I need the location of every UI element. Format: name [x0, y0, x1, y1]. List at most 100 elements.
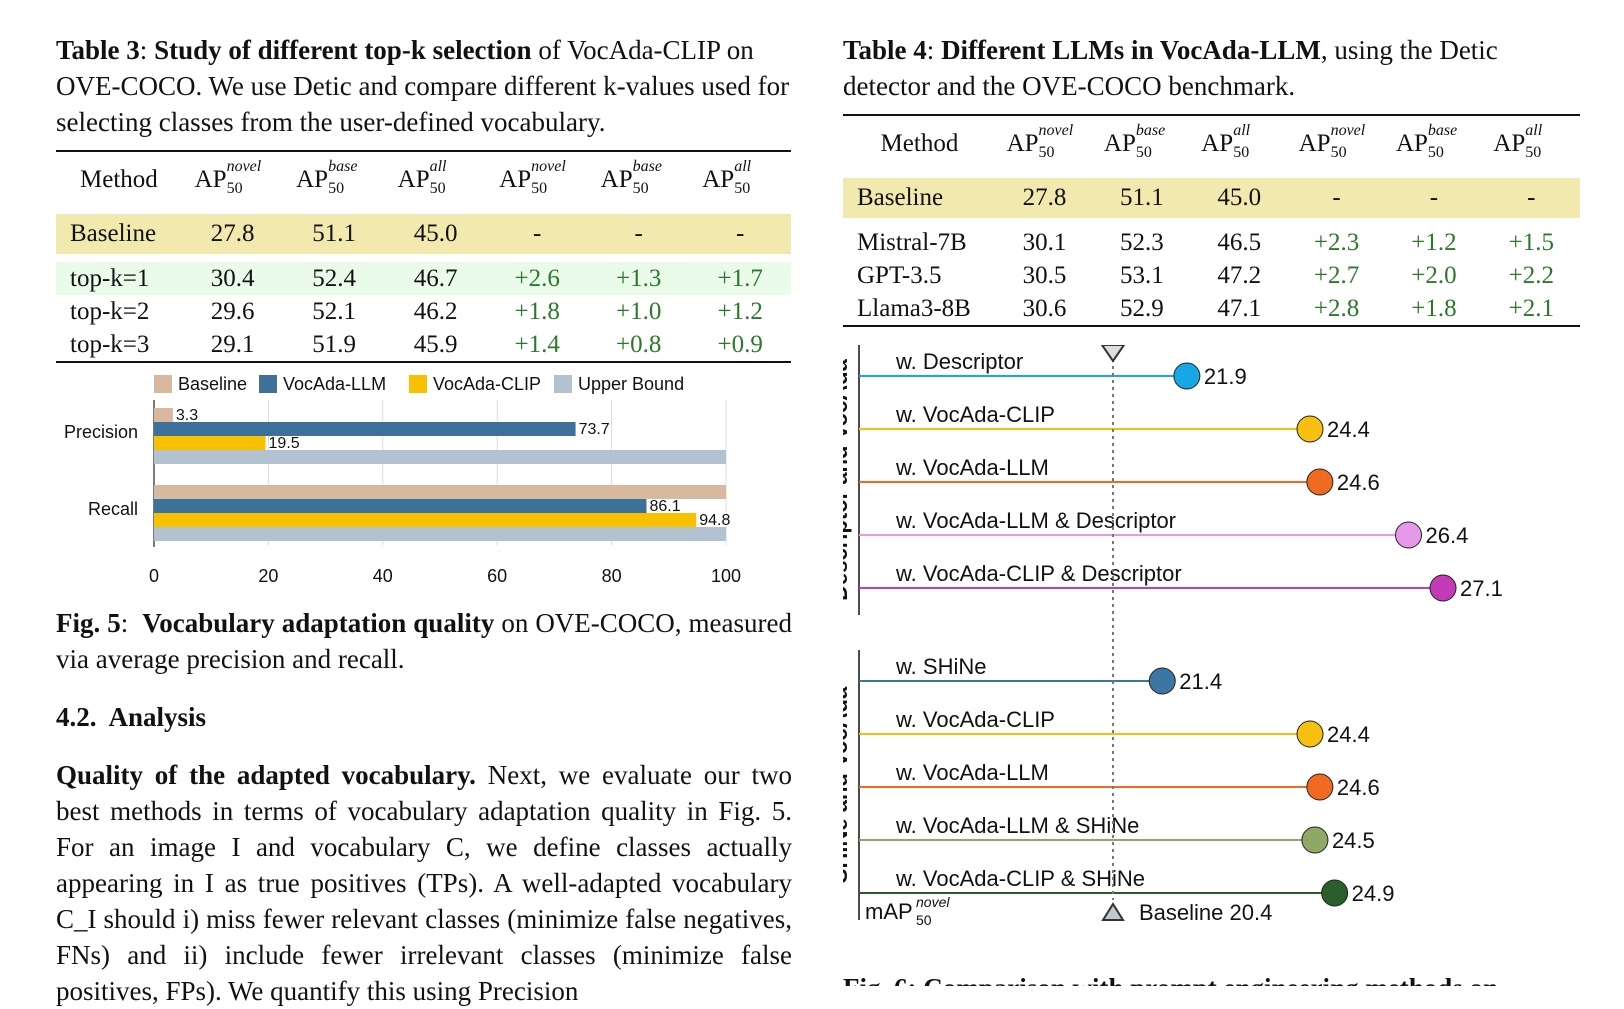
ap-superscript: novel — [226, 158, 262, 175]
left-column: Table 3: Study of different top-k select… — [56, 32, 791, 363]
table-cell: +1.0 — [615, 297, 662, 325]
lollipop-dot — [1296, 415, 1324, 443]
col-header-ap: AP novel 50 — [995, 114, 1094, 170]
section-heading: 4.2. Analysis — [56, 702, 207, 732]
value-label: 24.4 — [1327, 722, 1370, 747]
table-cell: 52.4 — [283, 262, 385, 295]
item-label: w. VocAda-CLIP — [895, 707, 1055, 732]
table3: Method AP novel 50 AP base 50 AP all 50 AP novel 50 A… — [56, 150, 791, 363]
legend-swatch — [154, 375, 172, 393]
fig5-label: Fig. 5 — [56, 608, 121, 638]
table-cell: 45.9 — [384, 328, 487, 363]
table-cell: +1.2 — [1411, 228, 1457, 256]
item-label: w. Descriptor — [895, 349, 1023, 374]
value-label: 24.5 — [1332, 828, 1375, 853]
col-header-method: Method — [843, 114, 996, 170]
header-row: Method AP novel 50 AP base 50 AP all 50 AP novel 50 A… — [843, 114, 1580, 170]
table-cell: - — [689, 214, 791, 254]
table4-caption-text: , using the Detic detector and the OVE-C… — [843, 35, 1498, 101]
ap-superscript: base — [1427, 122, 1458, 139]
ap-text: AP novel 50 — [194, 158, 262, 197]
col-header-ap: AP novel 50 — [486, 150, 588, 206]
ap-label: AP base 50 — [600, 158, 677, 197]
table-row: top-k=1 30.4 52.4 46.7 +2.6 +1.3 +1.7 — [56, 262, 791, 295]
table-cell: 29.1 — [181, 328, 284, 363]
table-cell: 47.1 — [1190, 292, 1288, 327]
table-cell: top-k=2 — [70, 297, 150, 325]
table-cell: 51.1 — [1093, 178, 1191, 218]
col-header-ap: AP base 50 — [1093, 114, 1191, 170]
ap-subscript: 50 — [734, 180, 751, 197]
lollipop-dot — [1306, 468, 1334, 496]
x-tick-label: 0 — [149, 566, 159, 586]
fig5-svg: Baseline VocAda-LLM VocAda-CLIP Upper Bound… — [64, 374, 741, 586]
table3-label: Table 3 — [56, 35, 140, 65]
ap-subscript: 50 — [1233, 144, 1250, 161]
table-cell: - — [1482, 178, 1580, 218]
fig5-caption-text: on OVE-COCO, measured via average precis… — [56, 608, 793, 674]
table-cell: 46.7 — [384, 262, 487, 295]
item-label: w. VocAda-LLM — [895, 760, 1049, 785]
table4-label: Table 4 — [843, 35, 927, 65]
col-header-ap: AP base 50 — [1385, 114, 1483, 170]
ap-text: AP novel 50 — [1298, 122, 1366, 161]
lollipop-dot — [1296, 720, 1324, 748]
table-cell: 30.6 — [995, 292, 1094, 327]
ap-label: AP all 50 — [1201, 122, 1277, 161]
item-label: w. VocAda-LLM & Descriptor — [895, 508, 1176, 533]
item-label: w. VocAda-LLM & SHiNe — [895, 813, 1139, 838]
value-label: 26.4 — [1426, 523, 1469, 548]
table-cell: 52.3 — [1120, 228, 1164, 256]
ap-superscript: all — [1525, 122, 1543, 139]
value-label: 24.9 — [1352, 881, 1395, 906]
lollipop-dot — [1321, 879, 1349, 907]
col-header-ap: AP all 50 — [1190, 114, 1288, 170]
lollipop-dot — [1173, 362, 1201, 390]
ap-text: AP all 50 — [1201, 122, 1251, 161]
table-cell: +1.8 — [1385, 292, 1483, 327]
col-header-ap: AP novel 50 — [181, 150, 284, 206]
table-cell: top-k=1 — [56, 262, 182, 295]
fig6-chart: Descriptor and VocAda w. Descriptor 21.9 w.… — [827, 344, 1583, 955]
bar — [154, 422, 576, 436]
value-label: 24.6 — [1337, 470, 1380, 495]
table-cell: 52.1 — [312, 297, 356, 325]
bar — [154, 513, 697, 527]
ap-text: AP novel 50 — [1006, 122, 1074, 161]
ap-label: AP base 50 — [1104, 122, 1180, 161]
x-axis-label-sub: 50 — [916, 912, 932, 928]
table-cell: +2.8 — [1287, 292, 1386, 327]
legend-swatch — [409, 375, 427, 393]
ap-superscript: novel — [1038, 122, 1074, 139]
table-cell: 30.1 — [1022, 228, 1067, 256]
table-row: Mistral-7B 30.1 52.3 46.5 +2.3 +1.2 +1.5 — [843, 226, 1580, 259]
separator-row — [843, 170, 1580, 178]
ap-superscript: all — [429, 158, 447, 175]
bar — [154, 527, 726, 541]
table-cell: 53.1 — [1120, 261, 1164, 289]
table-row: top-k=3 29.1 51.9 45.9 +1.4 +0.8 +0.9 — [56, 328, 791, 363]
x-tick-label: 20 — [258, 566, 278, 586]
table-cell: 51.9 — [283, 328, 385, 363]
ap-superscript: all — [1233, 122, 1251, 139]
table-row: GPT-3.5 30.5 53.1 47.2 +2.7 +2.0 +2.2 — [843, 259, 1580, 292]
ap-label: AP novel 50 — [194, 158, 271, 197]
group-label: SHiNe and VocAda — [843, 686, 852, 883]
table-cell: +2.1 — [1482, 292, 1580, 327]
ap-label: AP all 50 — [1493, 122, 1569, 161]
table-cell: +1.2 — [717, 297, 763, 325]
baseline-marker-top — [1100, 344, 1126, 363]
table-cell: Baseline — [56, 214, 182, 254]
table-cell: - — [1287, 178, 1386, 218]
ap-subscript: 50 — [328, 180, 345, 197]
ap-subscript: 50 — [429, 180, 446, 197]
table3-caption: Table 3: Study of different top-k select… — [56, 35, 790, 137]
table-cell: +0.8 — [587, 328, 690, 363]
ap-label: AP base 50 — [1396, 122, 1472, 161]
ap-subscript: 50 — [531, 180, 548, 197]
table-cell: +1.4 — [486, 328, 588, 363]
ap-text: AP base 50 — [600, 158, 662, 197]
table-cell: +2.3 — [1313, 228, 1360, 256]
header-row: Method AP novel 50 AP base 50 AP all 50 AP novel 50 A… — [56, 150, 791, 206]
category-label: Recall — [88, 499, 138, 519]
